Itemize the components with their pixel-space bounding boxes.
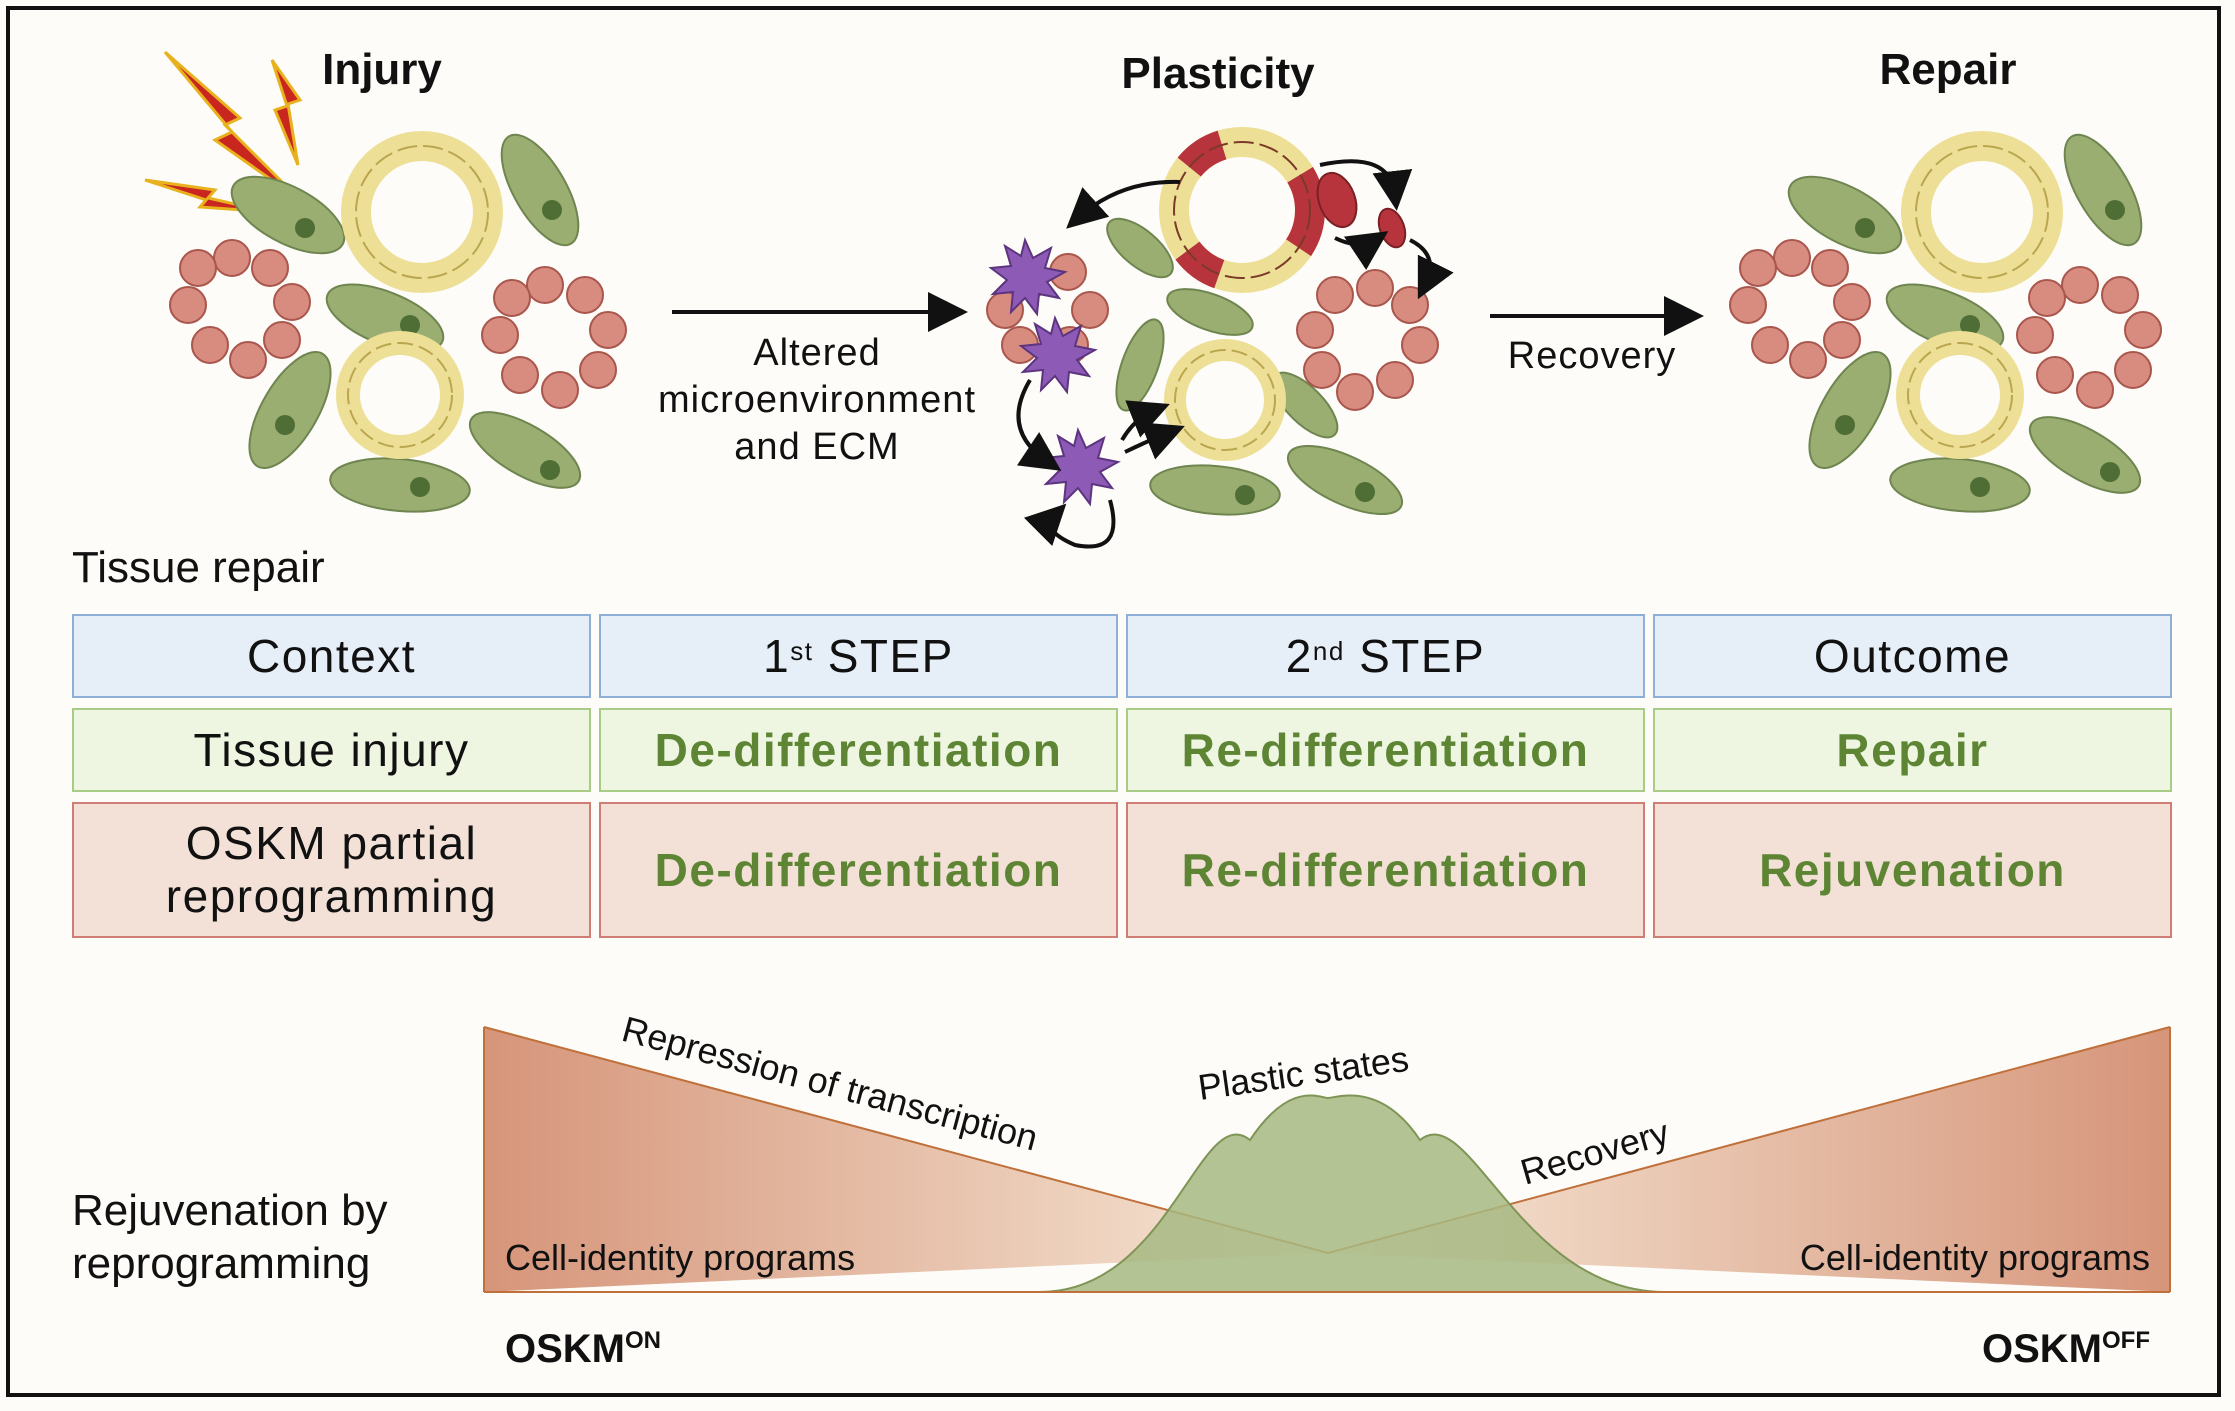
cell-oskm-step1: De-differentiation <box>599 802 1118 938</box>
arrow-label-recovery: Recovery <box>1508 335 1677 377</box>
header-context: Context <box>72 614 591 698</box>
cell-oskm-step2: Re-differentiation <box>1126 802 1645 938</box>
cell-oskm-outcome: Rejuvenation <box>1653 802 2172 938</box>
label-cell-identity-right: Cell-identity programs <box>1800 1237 2150 1278</box>
label-oskm-on: OSKMON <box>505 1327 661 1371</box>
cell-injury-step2: Re-differentiation <box>1126 708 1645 792</box>
header-outcome: Outcome <box>1653 614 2172 698</box>
stage-title-repair: Repair <box>1880 45 2017 94</box>
label-oskm-off: OSKMOFF <box>1982 1327 2150 1371</box>
tissue-cluster-repair <box>1729 131 2162 513</box>
table-row-oskm: OSKM partial reprogramming De-differenti… <box>72 802 2172 938</box>
section-title-rejuvenation-line1: Rejuvenation by <box>72 1186 388 1235</box>
label-cell-identity-left: Cell-identity programs <box>505 1237 855 1278</box>
cell-injury-step1: De-differentiation <box>599 708 1118 792</box>
cell-injury-outcome: Repair <box>1653 708 2172 792</box>
tissue-cluster-plasticity <box>986 127 1454 549</box>
arrow-label-line2: microenvironment <box>658 379 976 421</box>
arrow-label-line1: Altered <box>753 332 880 374</box>
rejuvenation-curve <box>483 1026 2171 1293</box>
section-title-tissue-repair: Tissue repair <box>72 543 325 592</box>
arrow-label-line3: and ECM <box>734 426 899 468</box>
table-row-injury: Tissue injury De-differentiation Re-diff… <box>72 708 2172 792</box>
tissue-cluster-injury <box>169 131 627 513</box>
immune-cell-icon <box>988 236 1121 507</box>
stage-title-injury: Injury <box>322 45 442 94</box>
stage-title-plasticity: Plasticity <box>1121 49 1315 98</box>
section-title-rejuvenation-line2: reprogramming <box>72 1239 370 1288</box>
cell-oskm-context: OSKM partial reprogramming <box>72 802 591 938</box>
plastic-states-bell <box>1039 1094 1666 1293</box>
cell-injury-context: Tissue injury <box>72 708 591 792</box>
